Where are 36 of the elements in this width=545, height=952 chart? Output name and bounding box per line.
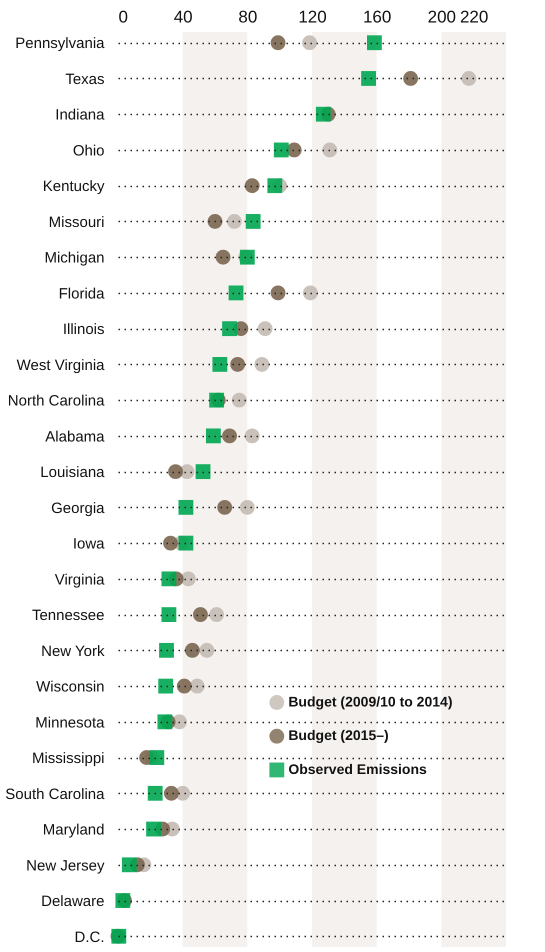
y-tick-label: D.C. — [74, 928, 104, 946]
y-tick-label: Florida — [58, 285, 106, 302]
legend-label: Budget (2015–) — [288, 727, 389, 744]
y-tick-label: Minnesota — [35, 714, 106, 732]
y-tick-label: New York — [41, 642, 105, 660]
legend-label: Observed Emissions — [288, 760, 428, 777]
y-tick-label: Iowa — [72, 536, 106, 553]
x-tick-label: 40 — [174, 8, 193, 26]
x-tick-label: 200 — [428, 8, 456, 26]
y-tick-label: Mississippi — [32, 750, 104, 768]
y-tick-label: Kentucky — [42, 178, 105, 196]
y-tick-label: Delaware — [41, 893, 104, 910]
x-tick-label: 120 — [298, 8, 327, 26]
x-tick-label: 160 — [362, 8, 392, 26]
x-tick-label: 220 — [460, 8, 488, 26]
y-tick-label: Louisiana — [40, 464, 106, 482]
y-tick-label: Maryland — [42, 822, 104, 839]
y-tick-label: Illinois — [62, 321, 104, 338]
y-tick-label: Wisconsin — [36, 678, 104, 696]
y-tick-label: Ohio — [72, 142, 104, 160]
y-tick-label: Georgia — [51, 500, 106, 517]
legend-label: Budget (2009/10 to 2014) — [288, 693, 452, 710]
y-tick-label: Missouri — [48, 214, 104, 231]
y-tick-label: New Jersey — [26, 857, 105, 874]
y-tick-label: Tennessee — [32, 607, 104, 624]
y-tick-label: Texas — [65, 70, 104, 88]
y-tick-label: Indiana — [55, 106, 106, 124]
y-tick-label: Alabama — [45, 428, 106, 446]
y-tick-label: Virginia — [54, 571, 106, 588]
y-tick-label: South Carolina — [5, 786, 106, 803]
x-tick-label: 80 — [238, 8, 258, 26]
y-tick-label: West Virginia — [16, 356, 106, 374]
y-tick-label: Michigan — [44, 250, 104, 267]
x-tick-label: 0 — [118, 8, 128, 26]
y-tick-label: Pennsylvania — [15, 35, 106, 52]
y-tick-label: North Carolina — [8, 392, 106, 410]
